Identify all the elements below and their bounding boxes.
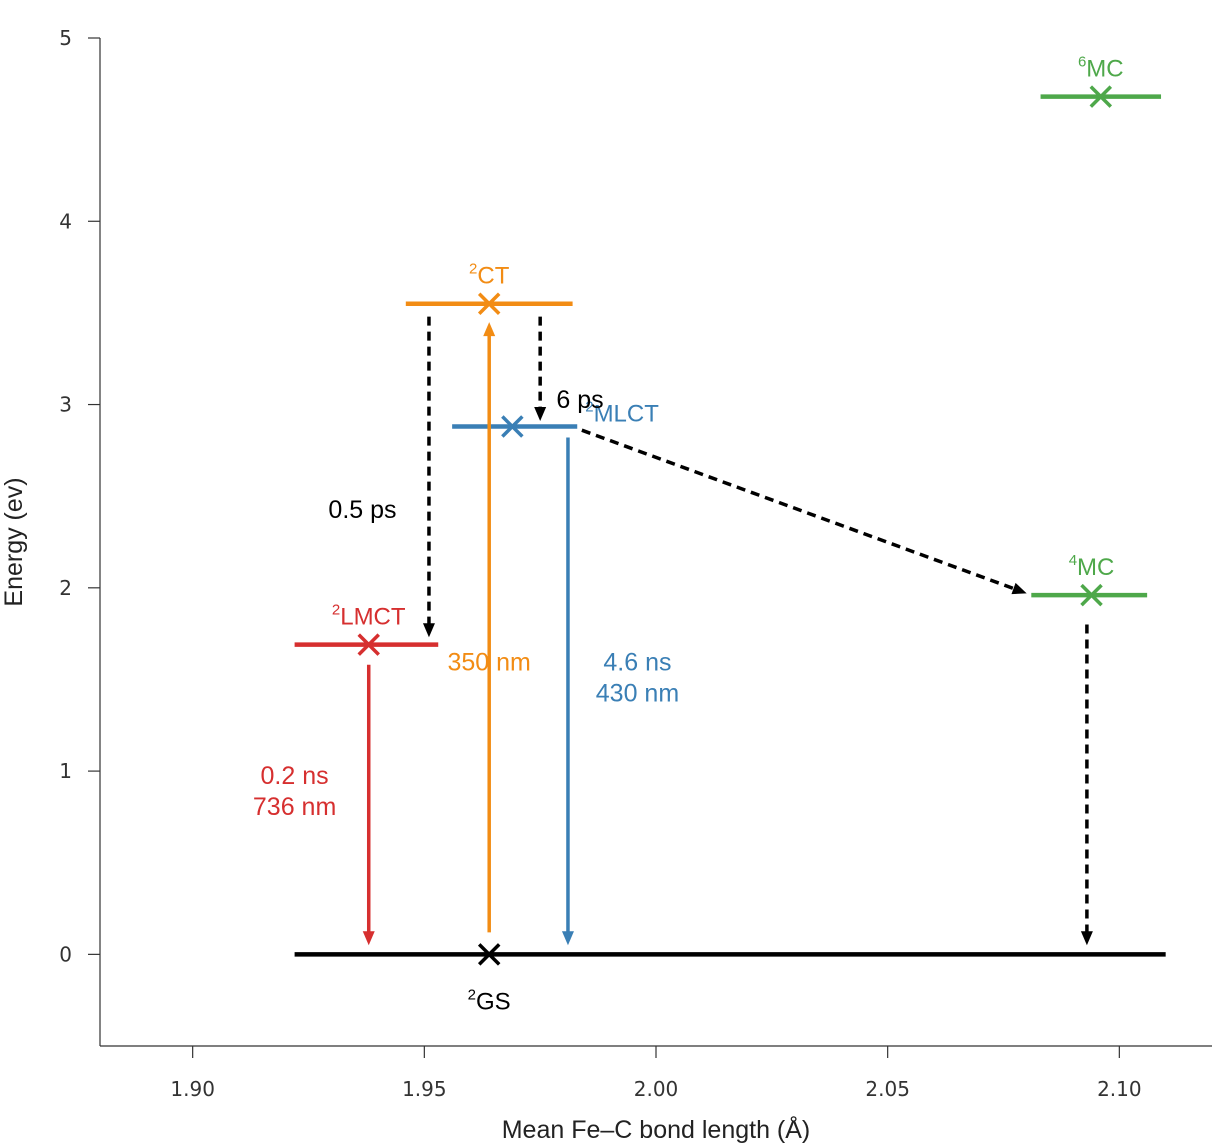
- transition-label: 4.6 ns: [603, 648, 671, 676]
- arrow-head: [1080, 931, 1093, 946]
- level-label: 2GS: [468, 986, 511, 1015]
- arrow-head: [483, 322, 496, 337]
- level-marker: [1089, 85, 1113, 108]
- transition-excitation-350: 350 nm: [448, 322, 531, 933]
- y-axis-title: Energy (ev): [0, 477, 28, 606]
- level-label: 4MC: [1069, 552, 1115, 581]
- transition-line: [581, 428, 1017, 591]
- y-tick-label: 1: [59, 759, 72, 783]
- level-mlct: 2MLCT: [452, 399, 659, 438]
- level-label: 2MLCT: [585, 399, 659, 428]
- level-label: 2LMCT: [332, 602, 406, 631]
- transition-emission-mlct: 4.6 ns 430 nm: [561, 437, 679, 946]
- x-tick-label: 2.05: [865, 1077, 910, 1101]
- energy-levels: 2GS 2LMCT 2CT 2MLCT 4MC 6MC: [294, 54, 1166, 1015]
- arrow-head: [1011, 582, 1027, 595]
- arrow-head: [534, 407, 547, 422]
- level-marker: [477, 292, 501, 315]
- transition-label: 0.5 ps: [328, 496, 396, 524]
- level-marker: [357, 633, 380, 656]
- transitions: 350 nm 4.6 ns 430 nm 0.2 ns 736 nm 0.5 ps 6 ps: [253, 316, 1093, 946]
- level-lmct: 2LMCT: [294, 602, 439, 656]
- x-tick-label: 1.90: [170, 1077, 215, 1101]
- arrow-head: [362, 931, 375, 946]
- transition-4mc-to-gs: [1080, 624, 1093, 946]
- axes: 0 1 2 3 4 5 1.90 1.95 2.00 2.05 2.10 Mean Fe–C bond…: [0, 26, 1212, 1144]
- arrow-head: [561, 931, 574, 946]
- transition-label: 350 nm: [448, 648, 531, 676]
- level-label: 2CT: [469, 261, 510, 290]
- transition-label: 736 nm: [253, 793, 336, 821]
- y-tick-label: 3: [59, 393, 72, 417]
- transition-label: 0.2 ns: [261, 762, 329, 790]
- level-label: 6MC: [1078, 54, 1124, 83]
- transition-mlct-to-4mc: [581, 428, 1027, 595]
- level-ct: 2CT: [405, 261, 573, 315]
- level-marker: [477, 943, 501, 966]
- transition-ct-to-lmct: 0.5 ps: [328, 316, 435, 638]
- level-4mc: 4MC: [1031, 552, 1148, 607]
- transition-emission-lmct: 0.2 ns 736 nm: [253, 664, 375, 946]
- transition-label: 6 ps: [556, 386, 603, 414]
- level-6mc: 6MC: [1040, 54, 1162, 108]
- level-marker: [1080, 583, 1103, 607]
- y-tick-label: 4: [59, 209, 72, 233]
- x-tick-label: 2.00: [634, 1077, 679, 1101]
- x-axis-title: Mean Fe–C bond length (Å): [502, 1114, 811, 1144]
- transition-ct-to-mlct: 6 ps: [534, 316, 604, 422]
- x-tick-label: 2.10: [1097, 1077, 1142, 1101]
- level-gs: 2GS: [294, 943, 1166, 1015]
- y-tick-label: 5: [59, 26, 72, 50]
- x-tick-label: 1.95: [402, 1077, 447, 1101]
- transition-label: 430 nm: [596, 679, 679, 707]
- y-tick-label: 0: [59, 942, 72, 966]
- arrow-head: [422, 623, 435, 638]
- y-tick-label: 2: [59, 576, 72, 600]
- level-marker: [501, 415, 524, 438]
